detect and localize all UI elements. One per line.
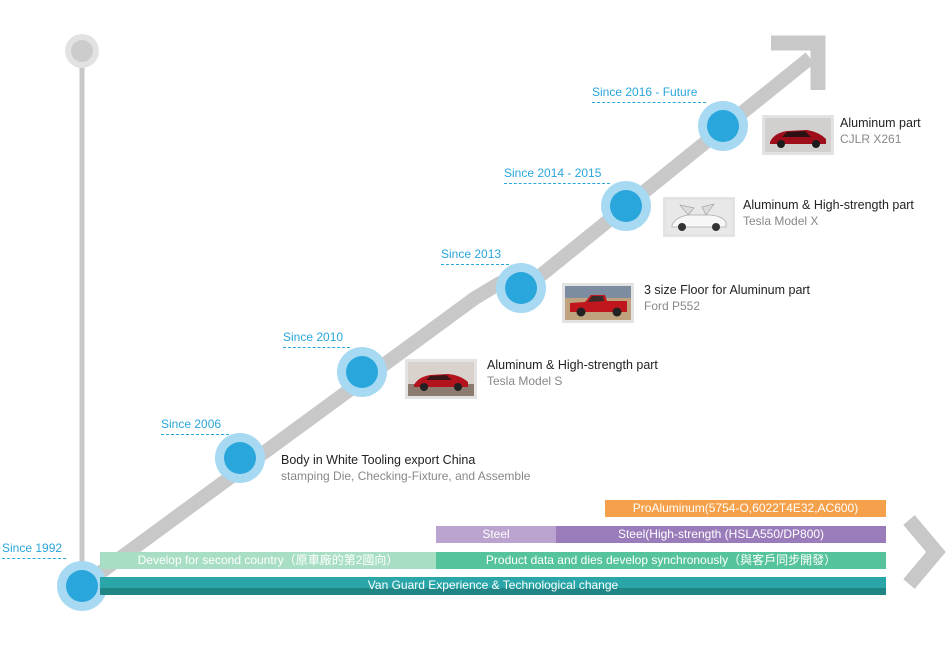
since-1992-label: Since 1992 [2,541,66,559]
milestone-subtitle: Tesla Model X [743,214,819,228]
milestone-title: Aluminum & High-strength part [743,198,914,212]
milestone-2014: Aluminum & High-strength part Tesla Mode… [743,197,914,229]
milestone-2006: Body in White Tooling export China stamp… [281,452,530,484]
right-arrow-icon [903,515,946,589]
proaluminum-bar: ProAluminum(5754-O,6022T4E32,AC600) [605,500,886,517]
milestone-title: 3 size Floor for Aluminum part [644,283,811,297]
milestone-title: Aluminum & High-strength part [487,358,658,372]
milestone-title: Aluminum part [840,116,921,130]
node-1992 [57,561,107,611]
since-2010-label: Since 2010 [283,330,350,348]
milestone-2013: 3 size Floor for Aluminum part Ford P552 [644,282,810,314]
milestone-subtitle: CJLR X261 [840,132,902,146]
node-2016 [698,101,748,151]
since-2006-label: Since 2006 [161,417,229,435]
synchronous-develop-bar: Product data and dies develop synchronou… [436,552,886,569]
red-sedan-photo [405,359,477,399]
red-sports-sedan-photo [762,115,834,155]
milestone-subtitle: stamping Die, Checking-Fixture, and Asse… [281,469,531,483]
steel-bar: Steel [436,526,556,543]
milestone-subtitle: Tesla Model S [487,374,563,388]
node-2010 [337,347,387,397]
since-2013-label: Since 2013 [441,247,509,265]
van-guard-bar: Van Guard Experience & Technological cha… [100,577,886,595]
since-2016-label: Since 2016 - Future [592,85,706,103]
milestone-2010: Aluminum & High-strength part Tesla Mode… [487,357,658,389]
second-country-bar: Develop for second country（原車廠的第2國向） [100,552,436,569]
steel-high-strength-bar: Steel(High-strength (HSLA550/DP800) [556,526,886,543]
milestone-subtitle: Ford P552 [644,299,701,313]
white-suv-falcon-doors-photo [663,197,735,237]
milestone-title: Body in White Tooling export China [281,453,476,467]
node-2014 [601,181,651,231]
axis-top-dot [71,40,93,62]
node-2006 [215,433,265,483]
milestone-2016: Aluminum part CJLR X261 [840,115,921,147]
growth-arrow-head-icon [771,35,826,90]
red-pickup-truck-photo [562,283,634,323]
node-2013 [496,263,546,313]
since-2014-label: Since 2014 - 2015 [504,166,610,184]
